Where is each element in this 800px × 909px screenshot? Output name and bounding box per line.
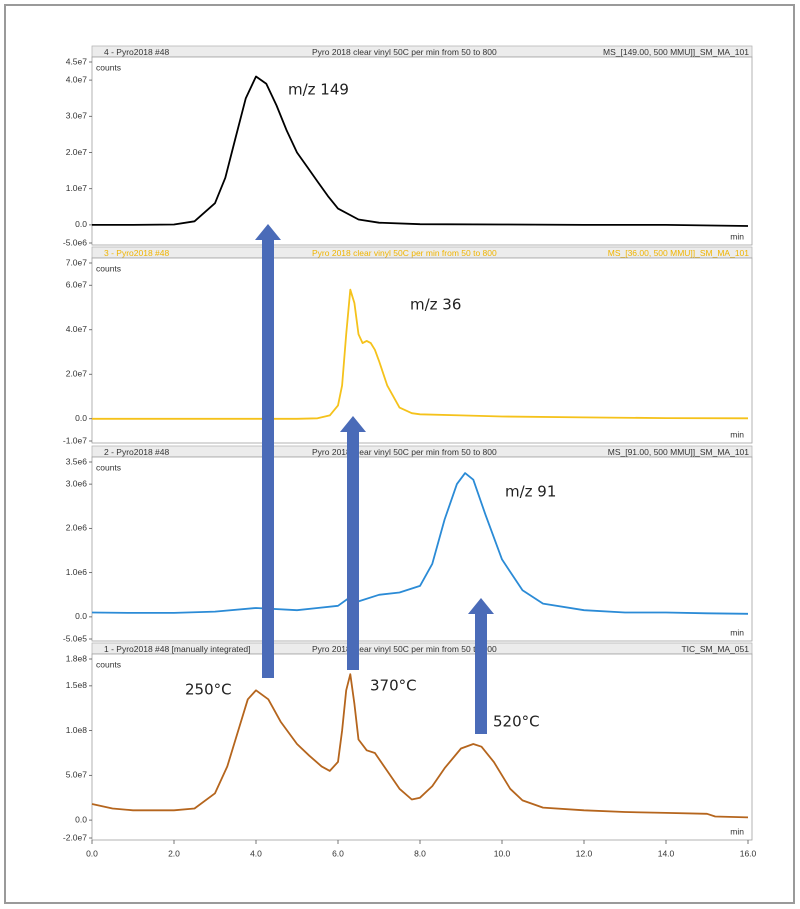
panel-subtitle: Pyro 2018 clear vinyl 50C per min from 5… — [312, 644, 497, 654]
y-tick-label: 7.0e7 — [66, 257, 88, 267]
panels: 4 - Pyro2018 #48 Pyro 2018 clear vinyl 50… — [63, 45, 757, 858]
x-tick-label: 16.0 — [740, 848, 757, 858]
trace-label: TIC_SM_MA_051 — [681, 644, 749, 654]
annotation: 370°C — [370, 677, 417, 695]
y-tick-label: 3.0e6 — [66, 478, 88, 488]
annotation: 520°C — [493, 713, 540, 731]
plot-area — [91, 456, 753, 642]
y-axis-label: counts — [96, 462, 121, 472]
y-tick-label: 1.0e6 — [66, 567, 88, 577]
y-tick-label: 0.0 — [75, 219, 87, 229]
panel-title: 3 - Pyro2018 #48 — [104, 248, 169, 258]
y-tick-label: 2.0e7 — [66, 147, 88, 157]
y-tick-label: 1.8e8 — [66, 653, 88, 663]
trace-label: MS_[91.00, 500 MMU]]_SM_MA_101 — [608, 447, 750, 457]
y-axis-label: counts — [96, 659, 121, 669]
y-tick-label: 6.0e7 — [66, 280, 88, 290]
trace-label: MS_[36.00, 500 MMU]]_SM_MA_101 — [608, 248, 750, 258]
panel: 1 - Pyro2018 #48 [manually integrated] Py… — [63, 642, 757, 858]
y-tick-label: 0.0 — [75, 814, 87, 824]
panel: 3 - Pyro2018 #48 Pyro 2018 clear vinyl 50… — [63, 246, 753, 445]
y-tick-label: 2.0e6 — [66, 523, 88, 533]
y-tick-label: 4.0e7 — [66, 74, 88, 84]
x-tick-label: 4.0 — [250, 848, 262, 858]
y-tick-label: 3.0e7 — [66, 111, 88, 121]
y-tick-label: 1.0e7 — [66, 183, 88, 193]
arrow — [468, 598, 494, 734]
x-tick-label: 8.0 — [414, 848, 426, 858]
plot-area — [91, 56, 753, 246]
y-tick-label: 3.5e6 — [66, 456, 88, 466]
annotation: 250°C — [185, 681, 232, 699]
x-tick-label: 6.0 — [332, 848, 344, 858]
y-tick-label: 4.5e7 — [66, 56, 88, 66]
plot-area — [91, 257, 753, 444]
y-tick-label: 2.0e7 — [66, 369, 88, 379]
x-axis-label: min — [730, 627, 744, 637]
panel-subtitle: Pyro 2018 clear vinyl 50C per min from 5… — [312, 248, 497, 258]
x-axis-label: min — [730, 826, 744, 836]
arrow — [255, 224, 281, 678]
y-tick-label: 5.0e7 — [66, 770, 88, 780]
x-tick-label: 12.0 — [576, 848, 593, 858]
data-line — [92, 75, 749, 227]
y-tick-label: -2.0e7 — [63, 832, 87, 842]
y-tick-label: 1.0e8 — [66, 725, 88, 735]
annotation: m/z 149 — [288, 81, 349, 99]
x-tick-label: 0.0 — [86, 848, 98, 858]
panel: 2 - Pyro2018 #48 Pyro 2018 clear vinyl 50… — [63, 445, 753, 643]
y-tick-label: -5.0e5 — [63, 633, 87, 643]
x-axis-label: min — [730, 429, 744, 439]
plot-area — [91, 653, 753, 841]
y-axis-label: counts — [96, 62, 121, 72]
trace-label: MS_[149.00, 500 MMU]]_SM_MA_101 — [603, 47, 749, 57]
y-tick-label: 0.0 — [75, 611, 87, 621]
panel-subtitle: Pyro 2018 clear vinyl 50C per min from 5… — [312, 447, 497, 457]
arrow — [340, 416, 366, 670]
arrows — [255, 224, 494, 734]
x-tick-label: 10.0 — [494, 848, 511, 858]
y-tick-label: 4.0e7 — [66, 324, 88, 334]
annotations: m/z 149 m/z 36 m/z 91 250°C 370°C 520°C — [185, 81, 556, 731]
annotation: m/z 36 — [410, 296, 461, 314]
data-line — [92, 288, 749, 420]
y-tick-label: -1.0e7 — [63, 435, 87, 445]
y-axis-label: counts — [96, 263, 121, 273]
x-tick-label: 2.0 — [168, 848, 180, 858]
panel-title: 2 - Pyro2018 #48 — [104, 447, 169, 457]
annotation: m/z 91 — [505, 483, 556, 501]
x-tick-label: 14.0 — [658, 848, 675, 858]
panel: 4 - Pyro2018 #48 Pyro 2018 clear vinyl 50… — [63, 45, 753, 247]
y-tick-label: -5.0e6 — [63, 237, 87, 247]
data-line — [91, 673, 749, 819]
y-tick-label: 0.0 — [75, 413, 87, 423]
panel-title: 1 - Pyro2018 #48 [manually integrated] — [104, 644, 250, 654]
y-tick-label: 1.5e8 — [66, 680, 88, 690]
panel-subtitle: Pyro 2018 clear vinyl 50C per min from 5… — [312, 47, 497, 57]
panel-title: 4 - Pyro2018 #48 — [104, 47, 169, 57]
x-axis-label: min — [730, 231, 744, 241]
